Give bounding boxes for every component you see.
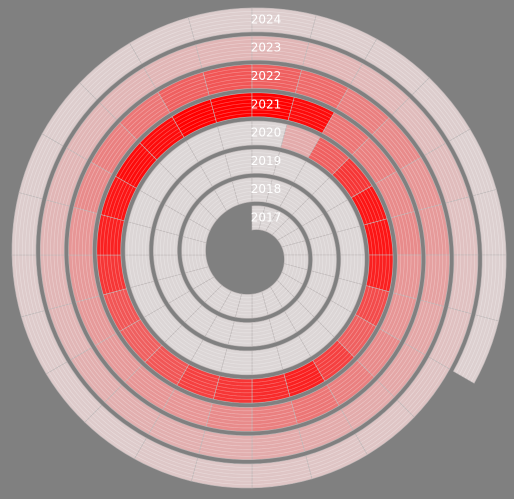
year-label: 2018 <box>251 182 282 196</box>
year-label: 2019 <box>251 154 282 168</box>
cell <box>251 427 306 460</box>
year-label: 2023 <box>251 41 282 55</box>
cell <box>390 211 422 256</box>
day-divider <box>28 24 490 472</box>
cell <box>209 92 253 124</box>
year-label: 2022 <box>251 69 282 83</box>
day-divider <box>21 17 497 479</box>
cell <box>217 120 253 151</box>
cell <box>68 254 100 303</box>
year-label: 2021 <box>251 97 282 111</box>
cell <box>96 254 127 296</box>
cell <box>445 196 479 256</box>
cell <box>195 35 253 69</box>
year-label: 2024 <box>251 12 282 26</box>
cell <box>418 203 450 256</box>
day-divider <box>32 28 486 468</box>
cell <box>452 314 500 384</box>
day-divider <box>18 14 500 482</box>
year-label: 2020 <box>251 126 282 140</box>
year-label: 2017 <box>251 211 282 225</box>
cell <box>39 254 73 310</box>
day-divider <box>25 21 493 475</box>
cell <box>251 373 291 404</box>
cell <box>363 218 394 256</box>
cell <box>251 400 298 432</box>
day-divider <box>15 10 504 485</box>
cell <box>202 64 253 96</box>
